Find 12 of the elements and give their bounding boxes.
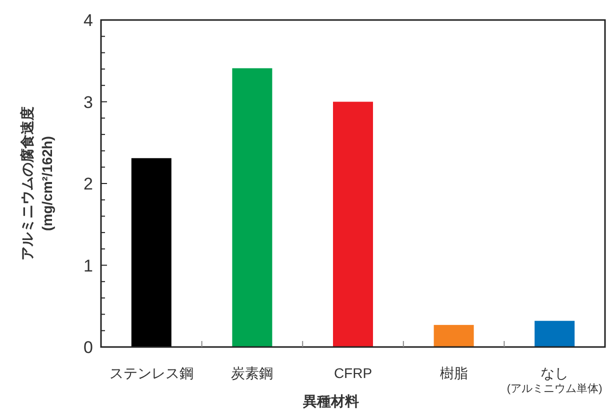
x-tick-label: 樹脂	[440, 365, 468, 381]
y-tick-label: 2	[84, 174, 93, 194]
y-tick-label: 3	[84, 92, 93, 112]
x-tick-label: 炭素鋼	[231, 365, 274, 381]
y-axis-title: アルミニウムの腐食速度 (mg/cm²/162h)	[19, 106, 55, 260]
x-tick-label: なし (アルミニウム単体)	[506, 365, 602, 395]
x-tick-label: ステンレス鋼	[109, 365, 194, 381]
y-tick-label: 1	[84, 256, 93, 276]
x-axis-title: 異種材料	[302, 393, 359, 409]
y-tick-label: 4	[84, 11, 93, 30]
x-tick-label: CFRP	[334, 365, 372, 381]
y-tick-label: 0	[84, 338, 93, 357]
